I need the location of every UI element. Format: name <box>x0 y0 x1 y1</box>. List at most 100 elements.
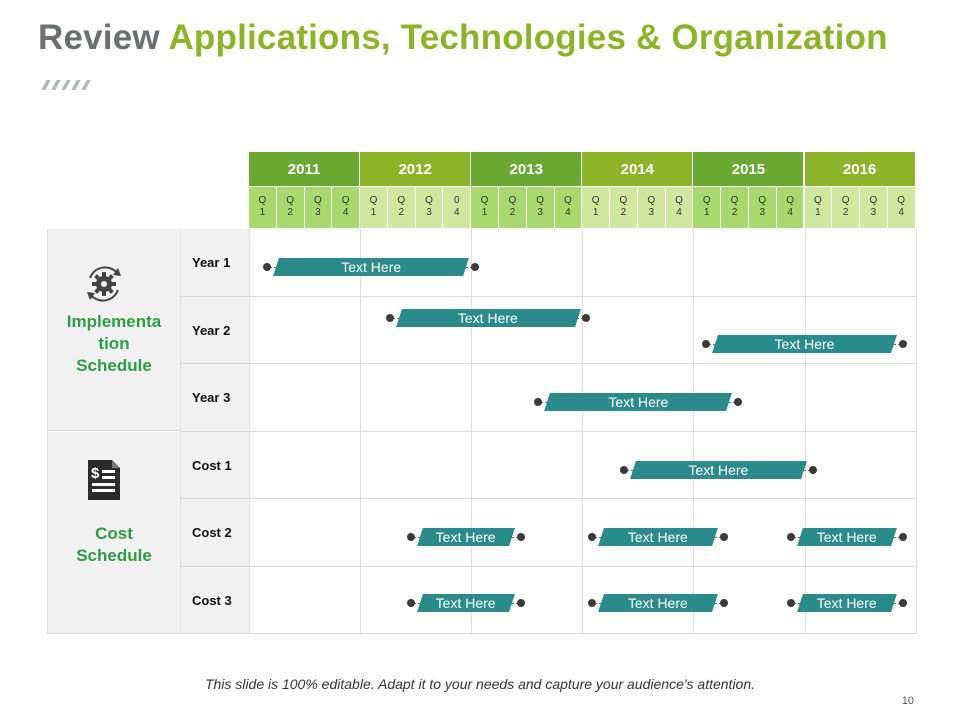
quarter-header: Q 1 <box>360 187 388 228</box>
bar-end-dot <box>898 598 907 607</box>
timeline-bar[interactable]: Text Here <box>406 593 525 612</box>
bar-label: Text Here <box>627 529 688 545</box>
timeline-bar[interactable]: Text Here <box>385 308 591 327</box>
timeline-bar[interactable]: Text Here <box>786 528 907 546</box>
bar-label: Text Here <box>816 594 877 611</box>
year-header-0: 2011 <box>249 152 361 186</box>
svg-text:$: $ <box>91 465 100 482</box>
bar-label: Text Here <box>435 529 496 545</box>
year-header-5: 2016 <box>804 152 916 186</box>
bar-end-connector <box>510 602 519 604</box>
footer-note: This slide is 100% editable. Adapt it to… <box>204 676 756 692</box>
bar-start-dot <box>587 533 596 541</box>
bar-end-dot <box>808 465 817 474</box>
bar-start-connector <box>412 537 421 538</box>
timeline-bar[interactable]: Text Here <box>534 393 743 411</box>
bar-start-dot <box>702 339 711 348</box>
timeline-bar[interactable]: Text Here <box>587 593 728 612</box>
quarter-header: Q 3 <box>415 187 444 228</box>
quarter-header: Q 3 <box>637 187 666 228</box>
bar-label: Text Here <box>688 461 749 478</box>
quarter-header: Q 3 <box>304 187 333 228</box>
timeline-bar[interactable]: Text Here <box>786 593 907 612</box>
slide-title: Review Applications, Technologies & Orga… <box>38 18 888 58</box>
timeline-bar[interactable]: Text Here <box>702 334 907 353</box>
row-label: Year 1 <box>181 229 249 297</box>
grid-line <box>47 229 48 634</box>
bar-end-dot <box>471 263 480 271</box>
bar-end-connector <box>802 469 811 471</box>
bar-label: Text Here <box>435 594 496 611</box>
year-header-4: 2015 <box>693 152 805 186</box>
row-label: Cost 3 <box>181 566 249 634</box>
bar-start-dot <box>587 598 596 607</box>
bar-start-connector <box>792 537 801 538</box>
bar-start-dot <box>406 598 415 607</box>
timeline-bar[interactable]: Text Here <box>587 528 728 546</box>
quarter-header: Q 3 <box>748 187 777 228</box>
category-box-0 <box>48 229 180 431</box>
bar-start-dot <box>619 465 628 474</box>
timeline-bar[interactable]: Text Here <box>619 460 817 479</box>
timeline-bar[interactable]: Text Here <box>406 528 525 546</box>
bar-end-connector <box>892 343 901 345</box>
quarter-header: Q 4 <box>776 187 805 228</box>
quarter-header: Q 2 <box>498 187 527 228</box>
quarter-header: Q 1 <box>804 187 833 228</box>
timeline-bar[interactable]: Text Here <box>263 258 480 276</box>
bar-end-dot <box>582 313 591 322</box>
bar-label: Text Here <box>608 394 669 410</box>
bar-end-connector <box>892 602 901 604</box>
page-number: 10 <box>901 695 914 707</box>
bar-label: Text Here <box>457 309 518 326</box>
grid-line <box>916 229 917 634</box>
bar-start-connector <box>625 469 634 471</box>
bar-start-dot <box>786 533 795 541</box>
bar-start-dot <box>385 313 394 322</box>
gear-cycle-icon <box>80 260 128 313</box>
quarter-header: Q 3 <box>526 187 555 228</box>
invoice-dollar-icon: $ <box>84 458 124 507</box>
bar-start-dot <box>786 598 795 607</box>
grid-line <box>249 566 916 567</box>
bar-start-connector <box>708 343 717 345</box>
row-label: Year 3 <box>181 364 249 432</box>
quarter-header: Q 3 <box>860 187 888 228</box>
bar-start-dot <box>534 398 543 406</box>
quarter-header: Q 2 <box>387 187 416 228</box>
category-label: Implementa tion Schedule <box>66 312 162 375</box>
grid-line <box>249 498 916 499</box>
bar-start-connector <box>792 602 801 604</box>
quarter-header: Q 2 <box>832 187 861 228</box>
category-label: Cost Schedule <box>76 524 152 565</box>
quarter-header: Q 2 <box>276 187 305 228</box>
bar-start-connector <box>412 602 421 604</box>
year-header-2: 2013 <box>471 152 583 186</box>
row-label: Cost 1 <box>181 431 249 499</box>
bar-start-connector <box>593 537 602 538</box>
bar-end-connector <box>465 267 474 268</box>
row-label: Cost 2 <box>181 499 249 567</box>
bar-start-connector <box>593 602 602 604</box>
quarter-header: Q 4 <box>332 187 361 228</box>
quarter-header: Q 4 <box>887 187 916 228</box>
bar-start-connector <box>269 267 278 268</box>
year-header-1: 2012 <box>360 152 472 186</box>
row-label: Year 2 <box>181 296 249 364</box>
bar-end-connector <box>713 602 722 604</box>
quarter-header: Q 1 <box>249 187 277 228</box>
grid-line <box>180 229 181 634</box>
title-part-1: Review <box>38 18 169 57</box>
quarter-header: Q 2 <box>721 187 749 228</box>
bar-label: Text Here <box>774 335 835 352</box>
bar-end-connector <box>510 537 519 538</box>
bar-end-dot <box>898 533 907 541</box>
bar-end-dot <box>898 339 907 348</box>
bar-end-dot <box>719 598 728 607</box>
quarter-header: Q 4 <box>554 187 583 228</box>
bar-end-dot <box>734 398 743 406</box>
quarter-header: Q 4 <box>665 187 694 228</box>
bar-end-connector <box>576 317 585 319</box>
grid-line <box>249 633 916 634</box>
